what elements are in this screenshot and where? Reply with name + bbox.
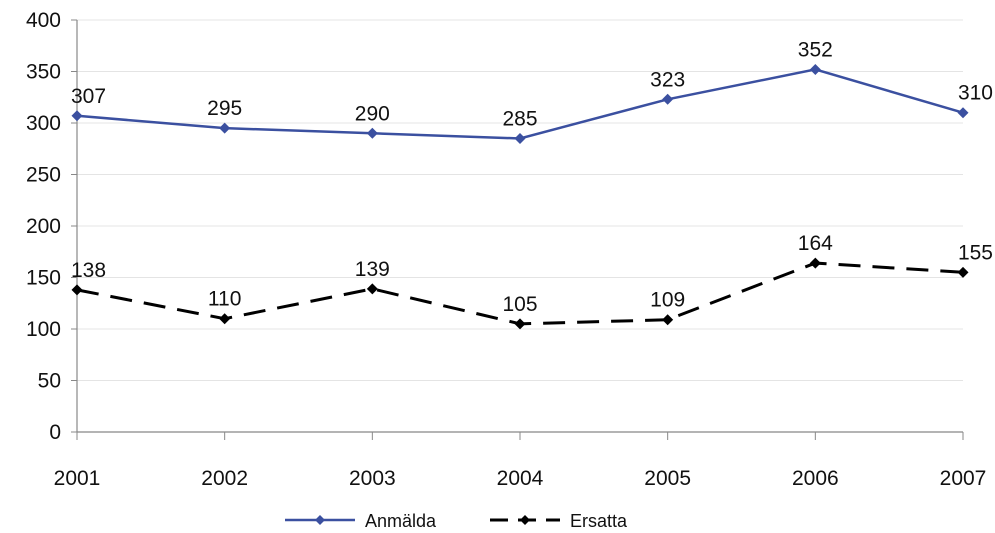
series-0-point [514, 132, 526, 144]
series-0-point [957, 107, 969, 119]
series-1-point [514, 318, 526, 330]
data-labels-layer: 307 295 290 285 323 352 310 138 110 139 105 109 164 1… [71, 38, 993, 315]
legend-marker-1 [520, 515, 530, 525]
data-label: 285 [502, 107, 537, 130]
data-label: 138 [71, 259, 106, 282]
y-tick-label: 250 [26, 164, 61, 187]
series-0-point [366, 127, 378, 139]
y-axis-tick-labels: 0 50 100 150 200 250 300 350 400 [26, 9, 61, 444]
x-tick-label: 2003 [349, 467, 396, 490]
series-1-point [71, 284, 83, 296]
data-label: 295 [207, 97, 242, 120]
data-label: 290 [355, 102, 390, 125]
legend-label: Anmälda [365, 511, 437, 531]
data-label: 155 [958, 241, 993, 264]
series-1-point [662, 314, 674, 326]
data-label: 323 [650, 68, 685, 91]
series-0-point [662, 93, 674, 105]
series-1-point [366, 283, 378, 295]
x-tick-label: 2001 [54, 467, 101, 490]
y-tick-label: 350 [26, 61, 61, 84]
y-tick-label: 400 [26, 9, 61, 32]
y-tick-label: 200 [26, 215, 61, 238]
x-tick-label: 2006 [792, 467, 839, 490]
y-tick-label: 300 [26, 112, 61, 135]
legend: Anmälda Ersatta [285, 511, 628, 531]
x-tick-label: 2005 [644, 467, 691, 490]
series-0-point [219, 122, 231, 134]
legend-marker-0 [315, 515, 325, 525]
y-tick-label: 150 [26, 267, 61, 290]
data-label: 105 [502, 293, 537, 316]
series-1-point [219, 313, 231, 325]
data-label: 139 [355, 258, 390, 281]
data-label: 310 [958, 82, 993, 105]
legend-label: Ersatta [570, 511, 628, 531]
data-label: 109 [650, 289, 685, 312]
x-axis-tick-labels: 2001 2002 2003 2004 2005 2006 2007 [54, 467, 987, 490]
data-label: 307 [71, 85, 106, 108]
x-tick-label: 2007 [940, 467, 987, 490]
data-label: 110 [208, 288, 241, 311]
series-layer [71, 63, 969, 330]
data-label: 352 [798, 38, 833, 61]
series-0-point [71, 110, 83, 122]
series-1-point [957, 266, 969, 278]
axes [71, 19, 964, 440]
x-tick-label: 2002 [201, 467, 248, 490]
series-0-point [809, 63, 821, 75]
x-tick-label: 2004 [497, 467, 544, 490]
y-tick-label: 0 [49, 421, 61, 444]
series-1-point [809, 257, 821, 269]
y-tick-label: 50 [38, 370, 61, 393]
data-label: 164 [798, 232, 833, 255]
y-tick-label: 100 [26, 318, 61, 341]
